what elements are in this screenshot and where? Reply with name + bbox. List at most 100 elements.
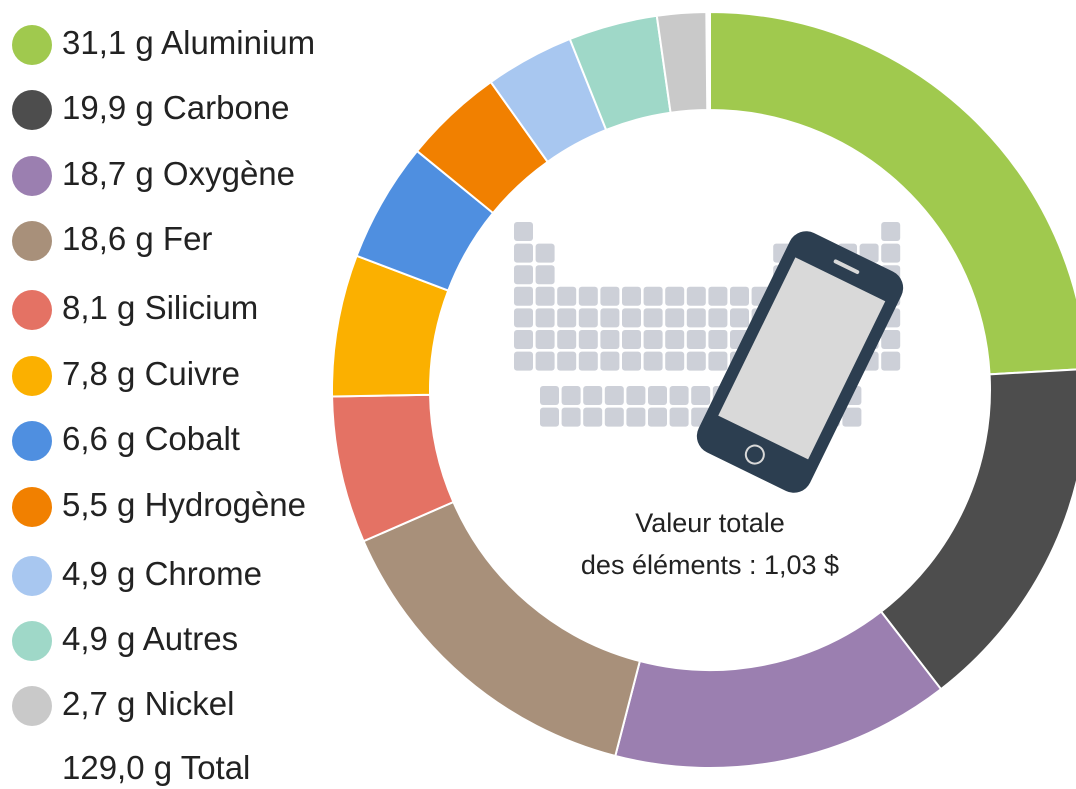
table-cell	[648, 408, 667, 427]
table-cell	[600, 308, 619, 327]
legend-marker	[12, 556, 52, 596]
table-cell	[536, 287, 555, 306]
table-cell	[730, 308, 749, 327]
table-cell	[687, 287, 706, 306]
legend-value: 2,7 g	[62, 685, 135, 722]
table-cell	[708, 352, 727, 371]
legend-marker	[12, 487, 52, 527]
table-cell	[687, 330, 706, 349]
table-cell	[881, 222, 900, 241]
legend-marker	[12, 356, 52, 396]
legend-marker	[12, 221, 52, 261]
table-cell	[583, 386, 602, 405]
legend-label: 5,5 g Hydrogène	[62, 486, 306, 523]
table-cell	[579, 308, 598, 327]
legend-name: Autres	[143, 620, 238, 657]
table-cell	[622, 352, 641, 371]
table-cell	[579, 330, 598, 349]
donut-segment	[364, 502, 640, 756]
center-text: des éléments : 1,03 $	[581, 550, 839, 580]
table-cell	[540, 408, 559, 427]
table-cell	[514, 265, 533, 284]
table-cell	[665, 308, 684, 327]
legend-value: 7,8 g	[62, 355, 135, 392]
legend-marker	[12, 421, 52, 461]
total-name: Total	[181, 749, 251, 786]
center-text: Valeur totale	[635, 508, 785, 538]
legend-name: Chrome	[145, 555, 262, 592]
legend-marker	[12, 25, 52, 65]
legend-marker	[12, 290, 52, 330]
legend-name: Oxygène	[163, 155, 295, 192]
table-cell	[540, 386, 559, 405]
table-cell	[644, 330, 663, 349]
table-cell	[708, 308, 727, 327]
legend-name: Fer	[163, 220, 213, 257]
legend-name: Aluminium	[161, 24, 315, 61]
table-cell	[536, 352, 555, 371]
table-cell	[708, 287, 727, 306]
legend-label: 6,6 g Cobalt	[62, 420, 240, 457]
table-cell	[557, 352, 576, 371]
legend-value: 4,9 g	[62, 620, 135, 657]
legend-marker	[12, 686, 52, 726]
table-cell	[562, 408, 581, 427]
table-cell	[557, 308, 576, 327]
table-cell	[730, 287, 749, 306]
donut-segment	[615, 612, 941, 768]
table-cell	[605, 386, 624, 405]
table-cell	[536, 330, 555, 349]
legend-label: 31,1 g Aluminium	[62, 24, 315, 61]
table-cell	[605, 408, 624, 427]
table-cell	[583, 408, 602, 427]
legend-name: Carbone	[163, 89, 290, 126]
table-cell	[600, 352, 619, 371]
total-label: 129,0 g Total	[62, 749, 250, 786]
legend-value: 8,1 g	[62, 289, 135, 326]
legend-label: 2,7 g Nickel	[62, 685, 234, 722]
table-cell	[562, 386, 581, 405]
table-cell	[665, 330, 684, 349]
table-cell	[691, 386, 710, 405]
table-cell	[622, 287, 641, 306]
table-cell	[514, 222, 533, 241]
table-cell	[687, 308, 706, 327]
legend-label: 4,9 g Chrome	[62, 555, 262, 592]
table-cell	[881, 244, 900, 263]
legend-name: Cuivre	[145, 355, 240, 392]
chart: Valeur totale des éléments : 1,03 $ 31,1…	[0, 0, 1076, 789]
table-cell	[579, 352, 598, 371]
legend-value: 6,6 g	[62, 420, 135, 457]
legend-name: Cobalt	[145, 420, 240, 457]
table-cell	[665, 287, 684, 306]
donut-segment	[881, 369, 1076, 689]
table-cell	[514, 308, 533, 327]
legend-label: 8,1 g Silicium	[62, 289, 258, 326]
table-cell	[557, 330, 576, 349]
table-cell	[644, 287, 663, 306]
table-cell	[670, 386, 689, 405]
legend-label: 18,6 g Fer	[62, 220, 212, 257]
table-cell	[514, 244, 533, 263]
table-cell	[622, 330, 641, 349]
legend-marker	[12, 621, 52, 661]
table-cell	[881, 330, 900, 349]
table-cell	[514, 352, 533, 371]
legend-value: 4,9 g	[62, 555, 135, 592]
legend-label: 19,9 g Carbone	[62, 89, 290, 126]
table-cell	[670, 408, 689, 427]
table-cell	[536, 308, 555, 327]
legend-marker	[12, 156, 52, 196]
table-cell	[626, 408, 645, 427]
page: Valeur totale des éléments : 1,03 $ 31,1…	[0, 0, 1076, 789]
table-cell	[648, 386, 667, 405]
table-cell	[557, 287, 576, 306]
table-cell	[665, 352, 684, 371]
legend-value: 19,9 g	[62, 89, 154, 126]
table-cell	[600, 330, 619, 349]
total-value: 129,0 g	[62, 749, 172, 786]
legend-label: 7,8 g Cuivre	[62, 355, 240, 392]
legend-value: 18,6 g	[62, 220, 154, 257]
table-cell	[687, 352, 706, 371]
table-cell	[644, 352, 663, 371]
